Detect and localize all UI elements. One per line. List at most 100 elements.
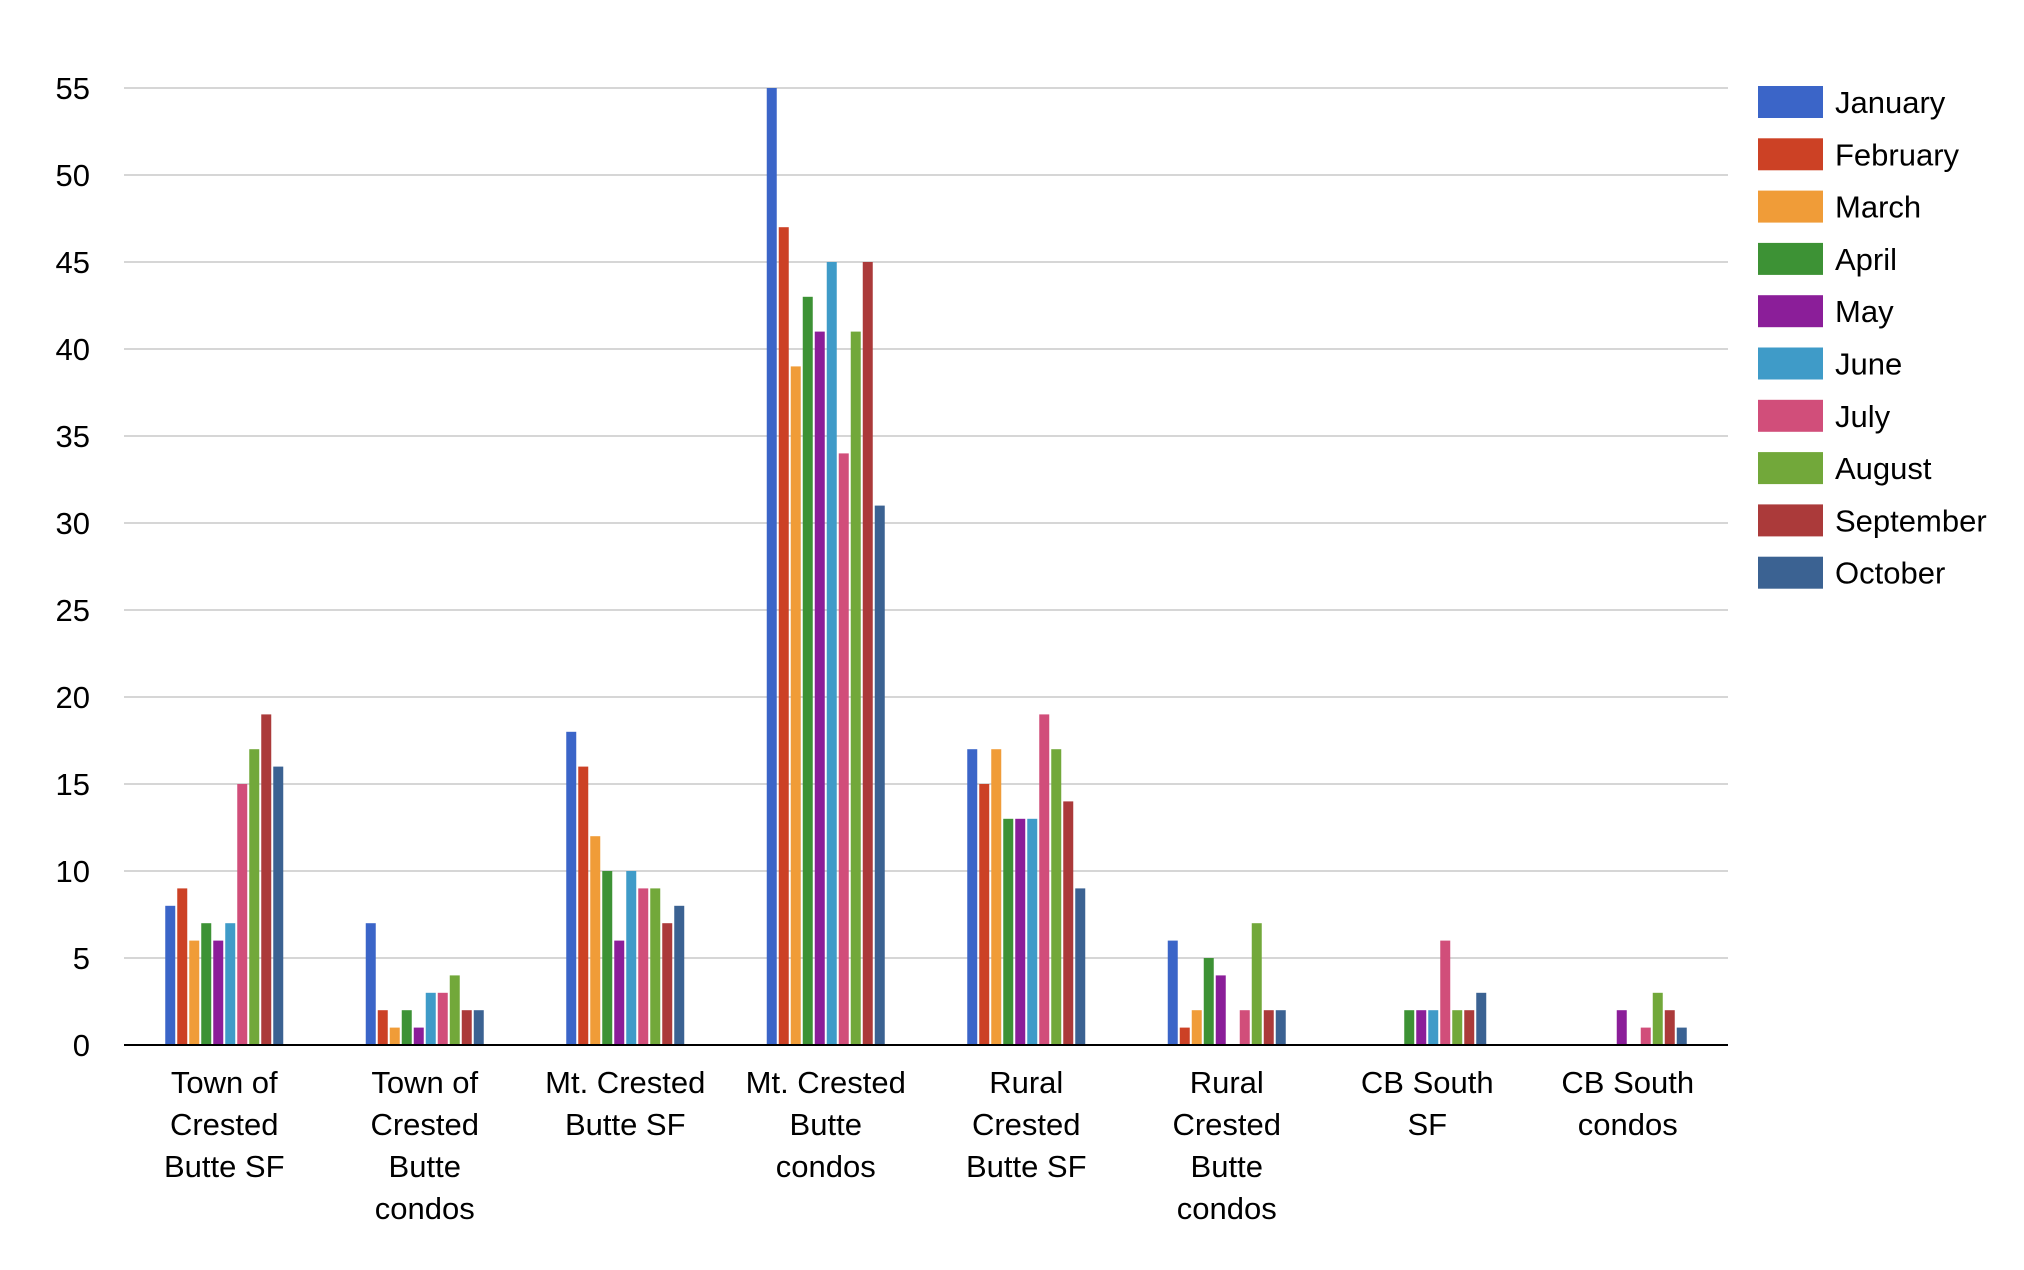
bar	[1652, 992, 1663, 1045]
bar	[1039, 714, 1050, 1045]
legend-label: July	[1835, 399, 1891, 434]
x-category-label: CB South	[1361, 1065, 1494, 1100]
legend-label: August	[1835, 451, 1932, 486]
y-tick-label: 10	[56, 854, 90, 889]
y-tick-label: 55	[56, 71, 90, 106]
x-category-label: condos	[1578, 1107, 1678, 1142]
bar	[766, 88, 777, 1045]
bar	[874, 505, 885, 1046]
bar	[602, 871, 613, 1045]
y-tick-label: 0	[73, 1028, 90, 1063]
bar	[1640, 1027, 1651, 1045]
bar	[1664, 1010, 1675, 1045]
x-category-label: condos	[1177, 1191, 1277, 1226]
x-axis-category-labels: Town of Crested Butte SF Town of Crested Butt…	[164, 1065, 1694, 1226]
bar	[850, 331, 861, 1046]
bar	[1179, 1027, 1190, 1045]
legend-label: February	[1835, 137, 1960, 172]
bar	[473, 1010, 484, 1045]
bar	[261, 714, 272, 1045]
bar	[626, 871, 637, 1045]
bar	[662, 923, 673, 1045]
legend-label: March	[1835, 190, 1921, 225]
y-tick-label: 25	[56, 593, 90, 628]
gridlines	[124, 87, 1728, 959]
legend-swatch	[1758, 86, 1823, 118]
bar	[991, 749, 1002, 1045]
bar	[377, 1010, 388, 1045]
bar	[838, 453, 849, 1045]
bar	[578, 766, 589, 1045]
bar	[449, 975, 460, 1045]
bar	[1203, 958, 1214, 1045]
legend-swatch	[1758, 504, 1823, 537]
bar	[826, 262, 837, 1045]
bar	[1251, 923, 1262, 1045]
bar	[1616, 1010, 1627, 1045]
bar	[1476, 992, 1487, 1045]
legend-label: May	[1835, 294, 1894, 329]
bar	[967, 749, 978, 1045]
bar	[249, 749, 260, 1045]
bar	[1051, 749, 1062, 1045]
bar	[1676, 1027, 1687, 1045]
legend-swatch	[1758, 399, 1823, 432]
bar	[979, 784, 990, 1045]
bar	[413, 1027, 424, 1045]
bar	[389, 1027, 400, 1045]
bar	[1428, 1010, 1439, 1045]
bar	[778, 227, 789, 1045]
bar	[201, 923, 212, 1045]
legend-swatch	[1758, 556, 1823, 589]
bar	[1027, 818, 1038, 1045]
y-tick-label: 50	[56, 158, 90, 193]
legend-label: June	[1835, 347, 1902, 382]
x-category-label: Butte	[389, 1149, 461, 1184]
y-tick-label: 5	[73, 941, 90, 976]
bar	[425, 992, 436, 1045]
y-tick-label: 40	[56, 332, 90, 367]
legend-swatch	[1758, 242, 1823, 275]
x-category-label: Crested	[370, 1107, 479, 1142]
bar	[650, 888, 661, 1045]
bar	[1191, 1010, 1202, 1045]
bar	[1464, 1010, 1475, 1045]
x-category-label: Butte	[1191, 1149, 1263, 1184]
bar	[674, 905, 685, 1045]
x-category-label: Rural	[1190, 1065, 1264, 1100]
bar	[401, 1010, 412, 1045]
bars	[165, 88, 1687, 1046]
x-category-label: SF	[1407, 1107, 1447, 1142]
bar	[225, 923, 236, 1045]
bar	[790, 366, 801, 1045]
bar	[1063, 801, 1074, 1045]
legend-label: September	[1835, 503, 1987, 538]
y-tick-label: 15	[56, 767, 90, 802]
bar	[1215, 975, 1226, 1045]
bar	[638, 888, 649, 1045]
legend: January February March April May June July Augu…	[1758, 85, 1987, 591]
bar	[862, 262, 873, 1045]
bar	[1275, 1010, 1286, 1045]
x-category-label: condos	[776, 1149, 876, 1184]
legend-label: October	[1835, 556, 1945, 591]
y-axis-tick-labels: 0 5 10 15 20 25 30 35 40 45 50 55	[56, 71, 90, 1063]
bar	[1239, 1010, 1250, 1045]
x-category-label: Crested	[1172, 1107, 1281, 1142]
x-category-label: Rural	[989, 1065, 1063, 1100]
legend-swatch	[1758, 138, 1823, 171]
x-category-label: Mt. Crested	[746, 1065, 906, 1100]
bar	[1263, 1010, 1274, 1045]
x-category-label: Mt. Crested	[545, 1065, 705, 1100]
bar	[213, 940, 224, 1045]
bar	[365, 923, 376, 1045]
legend-label: April	[1835, 242, 1897, 277]
bar	[1440, 940, 1451, 1045]
bar	[189, 940, 200, 1045]
x-category-label: Crested	[170, 1107, 279, 1142]
bar	[1015, 818, 1026, 1045]
x-category-label: Town of	[371, 1065, 478, 1100]
bar	[273, 766, 284, 1045]
x-category-label: Town of	[171, 1065, 278, 1100]
